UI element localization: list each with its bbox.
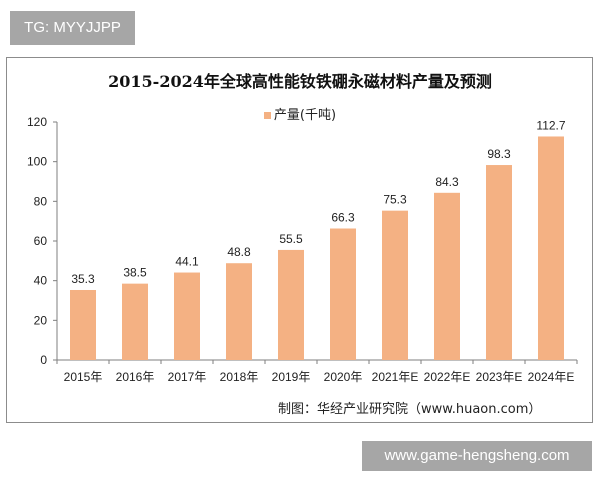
bar-2023年E <box>486 165 512 360</box>
y-tick-label: 40 <box>34 274 48 288</box>
x-tick-label: 2022年E <box>424 370 471 384</box>
bar-2024年E <box>538 136 564 360</box>
bar-2015年 <box>70 289 96 360</box>
data-label: 66.3 <box>331 211 355 225</box>
y-tick-label: 100 <box>27 155 47 169</box>
data-label: 38.5 <box>123 266 147 280</box>
bar-2021年E <box>382 210 408 360</box>
x-tick-label: 2016年 <box>116 370 155 384</box>
x-tick-label: 2023年E <box>476 370 523 384</box>
bar-2022年E <box>434 192 460 360</box>
data-label: 112.7 <box>536 118 565 132</box>
bar-2018年 <box>226 263 252 360</box>
data-label: 55.5 <box>279 232 303 246</box>
x-tick-label: 2017年 <box>168 370 207 384</box>
data-label: 75.3 <box>383 193 407 207</box>
bar-2016年 <box>122 283 148 360</box>
y-tick-label: 80 <box>34 194 48 208</box>
x-tick-label: 2024年E <box>528 370 575 384</box>
data-label: 35.3 <box>71 272 95 286</box>
watermark-top: TG: MYYJJPP <box>10 11 135 45</box>
legend: 产量(千吨) <box>0 104 600 123</box>
bar-2017年 <box>174 272 200 360</box>
bar-2019年 <box>278 249 304 360</box>
y-tick-label: 60 <box>34 234 48 248</box>
source-note: 制图：华经产业研究院（www.huaon.com） <box>278 402 542 417</box>
y-tick-label: 120 <box>27 115 47 129</box>
y-tick-label: 0 <box>40 353 47 367</box>
data-label: 44.1 <box>175 255 199 269</box>
y-tick-label: 20 <box>34 313 48 327</box>
data-label: 98.3 <box>487 147 511 161</box>
x-tick-label: 2018年 <box>220 370 259 384</box>
chart-title: 2015-2024年全球高性能钕铁硼永磁材料产量及预测 <box>108 72 492 91</box>
data-label: 84.3 <box>435 175 459 189</box>
x-tick-label: 2020年 <box>324 370 363 384</box>
legend-label: 产量(千吨) <box>273 108 337 123</box>
x-tick-label: 2019年 <box>272 370 311 384</box>
legend-swatch <box>263 112 271 119</box>
x-tick-label: 2015年 <box>64 370 103 384</box>
bar-2020年 <box>330 228 356 360</box>
x-tick-label: 2021年E <box>372 370 419 384</box>
data-label: 48.8 <box>227 245 251 259</box>
watermark-bottom: www.game-hengsheng.com <box>362 441 592 471</box>
